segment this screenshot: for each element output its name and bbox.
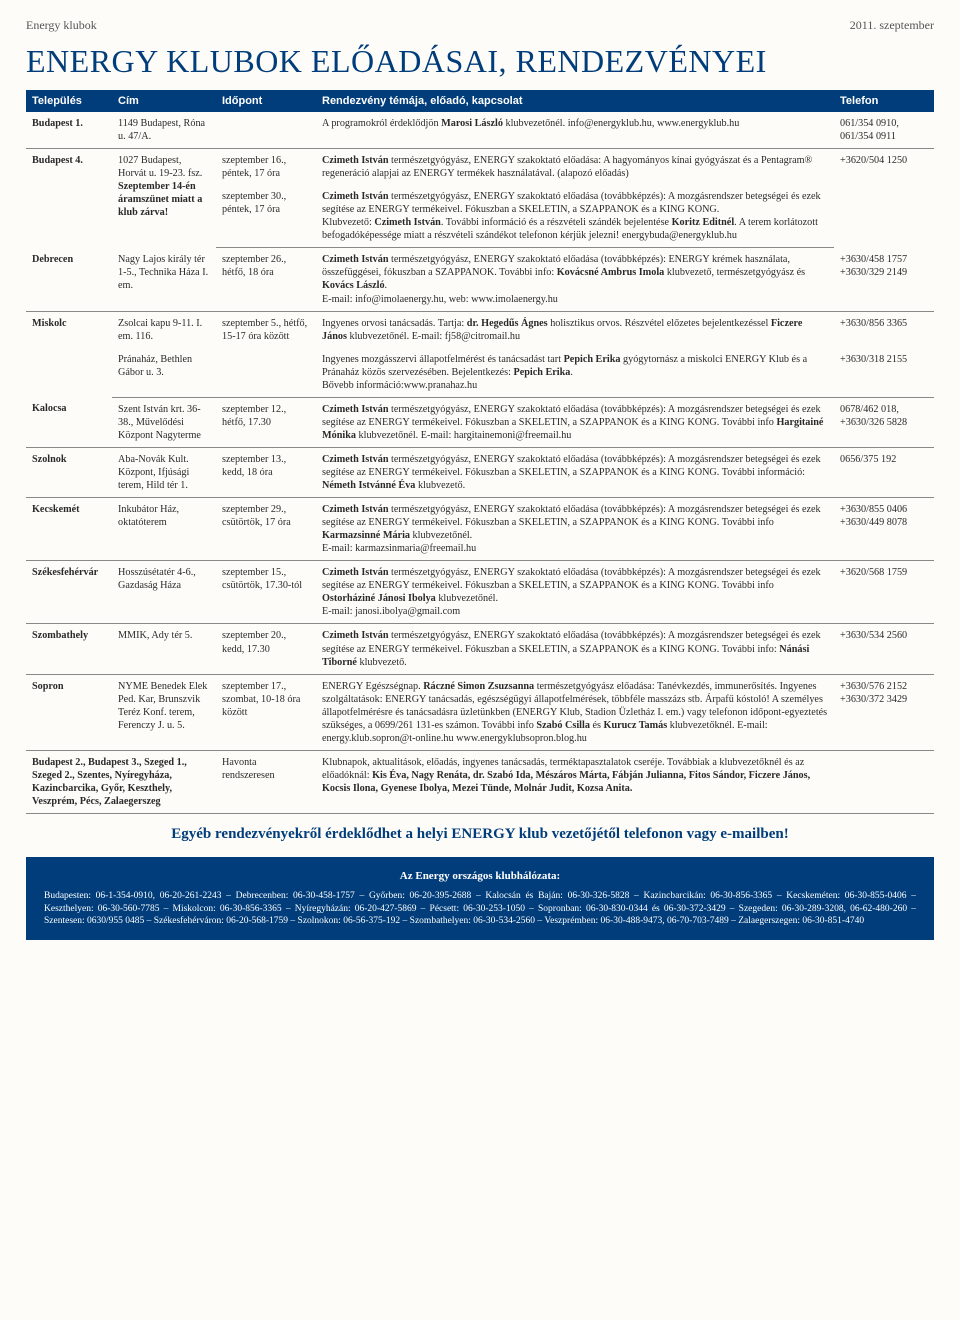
cell-topic: Czimeth István természetgyógyász, ENERGY… — [316, 447, 834, 497]
cell-address: Nagy Lajos király tér 1-5., Technika Ház… — [112, 248, 216, 311]
header-left: Energy klubok — [26, 18, 97, 33]
table-row: SopronNYME Benedek Elek Ped. Kar, Brunsz… — [26, 674, 934, 750]
cell-time: szeptember 20., kedd, 17.30 — [216, 624, 316, 674]
table-row: Pránaház, Bethlen Gábor u. 3. Ingyenes mo… — [26, 348, 934, 398]
cell-phone: 061/354 0910, 061/354 0911 — [834, 112, 934, 149]
cell-phone: +3630/534 2560 — [834, 624, 934, 674]
col-time: Időpont — [216, 90, 316, 112]
contact-box-body: Budapesten: 06-1-354-0910, 06-20-261-224… — [44, 890, 916, 928]
cell-phone: +3620/504 1250 — [834, 149, 934, 248]
cell-city: Debrecen — [26, 248, 112, 311]
cell-city: Szolnok — [26, 447, 112, 497]
cell-city: Miskolc — [26, 311, 112, 397]
page-header: Energy klubok 2011. szeptember — [26, 18, 934, 33]
cell-time — [216, 348, 316, 398]
col-addr: Cím — [112, 90, 216, 112]
contact-box-title: Az Energy országos klubhálózata: — [44, 869, 916, 884]
cell-topic: Klubnapok, aktualitások, előadás, ingyen… — [316, 750, 834, 813]
cell-topic: Czimeth István természetgyógyász, ENERGY… — [316, 149, 834, 186]
cell-topic: Ingyenes orvosi tanácsadás. Tartja: dr. … — [316, 311, 834, 348]
cell-city: Kalocsa — [26, 397, 112, 447]
cell-city: Budapest 4. — [26, 149, 112, 248]
cell-topic: A programokról érdeklődjön Marosi László… — [316, 112, 834, 149]
cell-phone — [834, 750, 934, 813]
cell-address: Zsolcai kapu 9-11. I. em. 116. — [112, 311, 216, 348]
cell-phone: +3630/856 3365 — [834, 311, 934, 348]
cell-phone: +3630/458 1757 +3630/329 2149 — [834, 248, 934, 311]
cell-topic: Ingyenes mozgásszervi állapotfelmérést é… — [316, 348, 834, 398]
cell-phone: 0656/375 192 — [834, 447, 934, 497]
cell-time: szeptember 13., kedd, 18 óra — [216, 447, 316, 497]
table-row: Budapest 2., Budapest 3., Szeged 1., Sze… — [26, 750, 934, 813]
cell-phone: 0678/462 018, +3630/326 5828 — [834, 397, 934, 447]
cell-time: szeptember 26., hétfő, 18 óra — [216, 248, 316, 311]
cell-topic: Czimeth István természetgyógyász, ENERGY… — [316, 397, 834, 447]
col-phone: Telefon — [834, 90, 934, 112]
cell-city: Sopron — [26, 674, 112, 750]
footer-note: Egyéb rendezvényekről érdeklődhet a hely… — [26, 826, 934, 843]
cell-topic: Czimeth István természetgyógyász, ENERGY… — [316, 624, 834, 674]
table-row: SzolnokAba-Novák Kult. Központ, Ifjúsági… — [26, 447, 934, 497]
cell-address: NYME Benedek Elek Ped. Kar, Brunszvik Te… — [112, 674, 216, 750]
cell-city: Budapest 1. — [26, 112, 112, 149]
cell-address: Pránaház, Bethlen Gábor u. 3. — [112, 348, 216, 398]
cell-time: szeptember 29., csütörtök, 17 óra — [216, 498, 316, 561]
cell-city: Kecskemét — [26, 498, 112, 561]
cell-address: Inkubátor Ház, oktatóterem — [112, 498, 216, 561]
header-right: 2011. szeptember — [850, 18, 934, 33]
cell-address: 1149 Budapest, Róna u. 47/A. — [112, 112, 216, 149]
cell-phone: +3630/318 2155 — [834, 348, 934, 398]
col-city: Település — [26, 90, 112, 112]
cell-topic: Czimeth István természetgyógyász, ENERGY… — [316, 561, 834, 624]
main-title: ENERGY KLUBOK ELŐADÁSAI, RENDEZVÉNYEI — [26, 43, 934, 80]
table-row: KalocsaSzent István krt. 36-38., Művelőd… — [26, 397, 934, 447]
cell-phone: +3630/576 2152 +3630/372 3429 — [834, 674, 934, 750]
table-row: SzombathelyMMIK, Ady tér 5.szeptember 20… — [26, 624, 934, 674]
table-row: Budapest 1.1149 Budapest, Róna u. 47/A. A… — [26, 112, 934, 149]
cell-time: szeptember 12., hétfő, 17.30 — [216, 397, 316, 447]
contact-box: Az Energy országos klubhálózata: Budapes… — [26, 857, 934, 940]
cell-time — [216, 112, 316, 149]
cell-time: szeptember 17., szombat, 10-18 óra közöt… — [216, 674, 316, 750]
cell-topic: Czimeth István természetgyógyász, ENERGY… — [316, 498, 834, 561]
table-row: SzékesfehérvárHosszúsétatér 4-6., Gazdas… — [26, 561, 934, 624]
cell-phone: +3630/855 0406 +3630/449 8078 — [834, 498, 934, 561]
cell-time: szeptember 16., péntek, 17 óra — [216, 149, 316, 186]
cell-address: Aba-Novák Kult. Központ, Ifjúsági terem,… — [112, 447, 216, 497]
cell-address: Hosszúsétatér 4-6., Gazdaság Háza — [112, 561, 216, 624]
table-row: KecskemétInkubátor Ház, oktatóteremszept… — [26, 498, 934, 561]
table-row: DebrecenNagy Lajos király tér 1-5., Tech… — [26, 248, 934, 311]
cell-topic: Czimeth István természetgyógyász, ENERGY… — [316, 185, 834, 248]
cell-address: MMIK, Ady tér 5. — [112, 624, 216, 674]
cell-time: szeptember 15., csütörtök, 17.30-tól — [216, 561, 316, 624]
cell-city: Budapest 2., Budapest 3., Szeged 1., Sze… — [26, 750, 216, 813]
schedule-table: Település Cím Időpont Rendezvény témája,… — [26, 90, 934, 814]
cell-phone: +3620/568 1759 — [834, 561, 934, 624]
cell-city: Szombathely — [26, 624, 112, 674]
cell-time: Havonta rendszeresen — [216, 750, 316, 813]
cell-time: szeptember 5., hétfő, 15-17 óra között — [216, 311, 316, 348]
cell-city: Székesfehérvár — [26, 561, 112, 624]
cell-topic: Czimeth István természetgyógyász, ENERGY… — [316, 248, 834, 311]
cell-topic: ENERGY Egészségnap. Ráczné Simon Zsuzsan… — [316, 674, 834, 750]
col-topic: Rendezvény témája, előadó, kapcsolat — [316, 90, 834, 112]
cell-time: szeptember 30., péntek, 17 óra — [216, 185, 316, 248]
cell-address: Szent István krt. 36-38., Művelődési Köz… — [112, 397, 216, 447]
table-row: MiskolcZsolcai kapu 9-11. I. em. 116.sze… — [26, 311, 934, 348]
cell-address: 1027 Budapest, Horvát u. 19-23. fsz. Sze… — [112, 149, 216, 248]
table-row: Budapest 4.1027 Budapest, Horvát u. 19-2… — [26, 149, 934, 186]
